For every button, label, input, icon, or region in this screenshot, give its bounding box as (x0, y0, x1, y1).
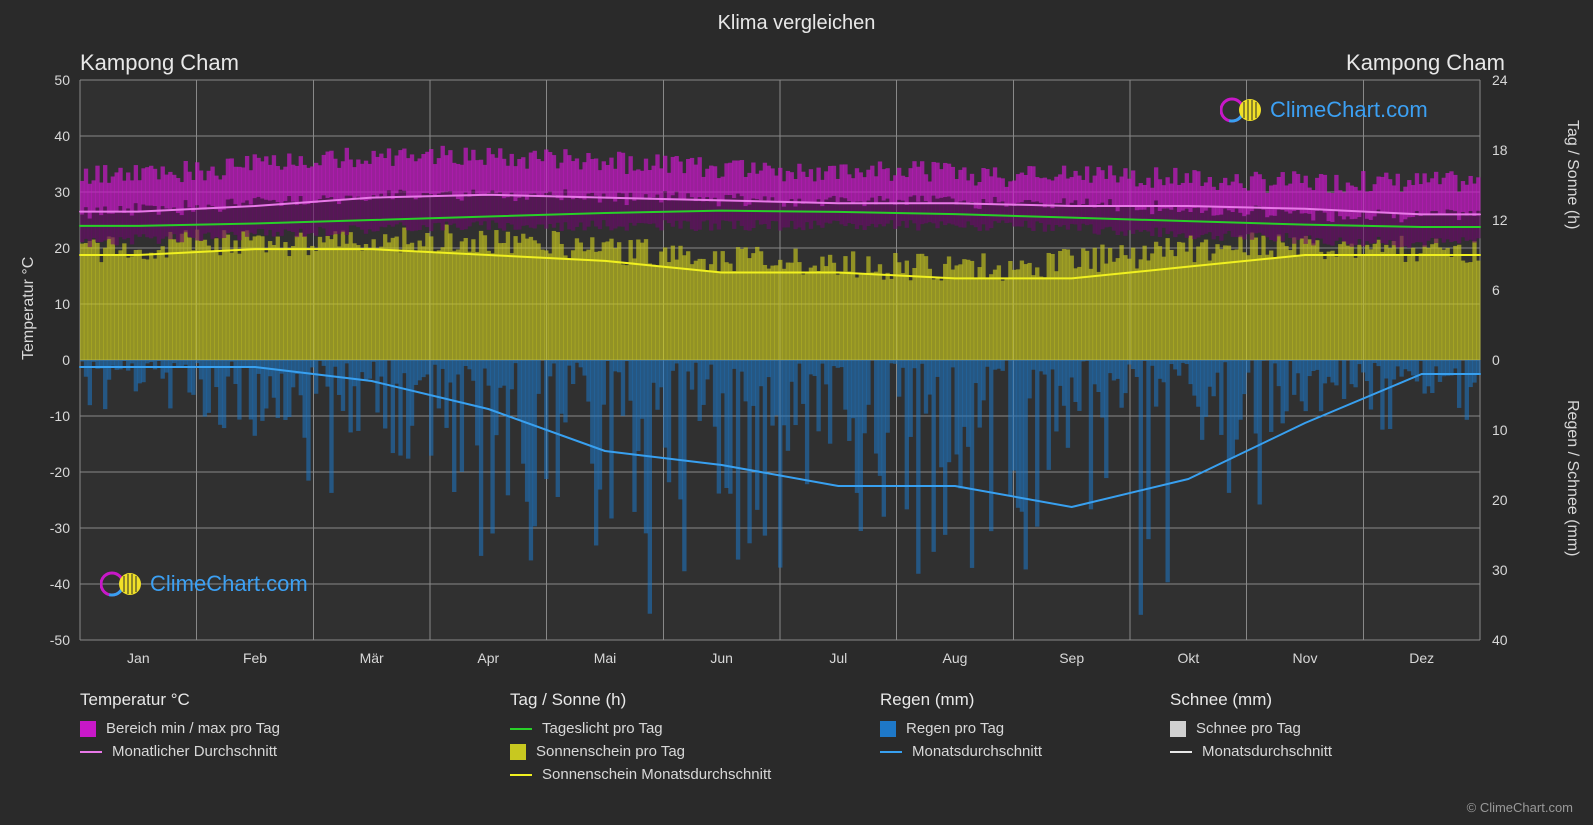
svg-text:-10: -10 (50, 408, 70, 424)
legend-column: Temperatur °C Bereich min / max pro Tag Mo… (80, 690, 280, 766)
svg-text:0: 0 (62, 352, 70, 368)
month-label: Dez (1409, 650, 1434, 666)
legend-swatch (80, 751, 102, 753)
month-label: Mär (360, 650, 384, 666)
month-label: Aug (943, 650, 968, 666)
svg-text:-30: -30 (50, 520, 70, 536)
legend-label: Monatsdurchschnitt (1202, 743, 1332, 760)
legend-swatch (1170, 751, 1192, 753)
month-label: Sep (1059, 650, 1084, 666)
brand-text: ClimeChart.com (1270, 97, 1428, 123)
chart-title: Klima vergleichen (0, 12, 1593, 35)
legend-column: Tag / Sonne (h) Tageslicht pro Tag Sonnens… (510, 690, 771, 789)
legend-label: Monatlicher Durchschnitt (112, 743, 277, 760)
svg-text:24: 24 (1492, 72, 1508, 88)
svg-text:-40: -40 (50, 576, 70, 592)
legend-label: Schnee pro Tag (1196, 720, 1301, 737)
svg-text:50: 50 (54, 72, 70, 88)
x-axis-months: Jan Feb Mär Apr Mai Jun Jul Aug Sep Okt Nov Dez (80, 650, 1480, 674)
legend-item: Sonnenschein pro Tag (510, 743, 771, 760)
svg-text:0: 0 (1492, 352, 1500, 368)
legend-swatch (880, 751, 902, 753)
legend-swatch (510, 744, 526, 760)
month-label: Mai (594, 650, 617, 666)
legend-swatch (510, 728, 532, 730)
svg-text:30: 30 (1492, 562, 1508, 578)
plot-area: 50403020100-10-20-30-40-5024181260102030… (80, 80, 1480, 640)
svg-text:10: 10 (1492, 422, 1508, 438)
legend-item: Monatlicher Durchschnitt (80, 743, 280, 760)
month-label: Jul (829, 650, 847, 666)
chart-container: { "title": "Klima vergleichen", "locatio… (0, 0, 1593, 825)
legend-item: Monatsdurchschnitt (880, 743, 1042, 760)
y-axis-right-top-label: Tag / Sonne (h) (1563, 120, 1581, 229)
legend-col-title: Tag / Sonne (h) (510, 690, 771, 710)
brand-text: ClimeChart.com (150, 571, 308, 597)
svg-text:10: 10 (54, 296, 70, 312)
svg-text:18: 18 (1492, 142, 1508, 158)
y-axis-left-label: Temperatur °C (20, 257, 38, 360)
svg-text:30: 30 (54, 184, 70, 200)
month-label: Jun (710, 650, 733, 666)
legend-item: Tageslicht pro Tag (510, 720, 771, 737)
svg-text:-20: -20 (50, 464, 70, 480)
svg-text:20: 20 (54, 240, 70, 256)
legend-item: Schnee pro Tag (1170, 720, 1332, 737)
legend-col-title: Temperatur °C (80, 690, 280, 710)
legend-item: Monatsdurchschnitt (1170, 743, 1332, 760)
legend-label: Bereich min / max pro Tag (106, 720, 280, 737)
brand-watermark: ClimeChart.com (1220, 96, 1428, 124)
legend-label: Tageslicht pro Tag (542, 720, 663, 737)
svg-text:6: 6 (1492, 282, 1500, 298)
month-label: Okt (1177, 650, 1199, 666)
location-label-right: Kampong Cham (1346, 50, 1505, 76)
legend-swatch (510, 774, 532, 776)
svg-text:-50: -50 (50, 632, 70, 648)
svg-text:40: 40 (54, 128, 70, 144)
brand-watermark: ClimeChart.com (100, 570, 308, 598)
legend-item: Sonnenschein Monatsdurchschnitt (510, 766, 771, 783)
legend-swatch (880, 721, 896, 737)
legend-item: Regen pro Tag (880, 720, 1042, 737)
location-label-left: Kampong Cham (80, 50, 239, 76)
svg-text:40: 40 (1492, 632, 1508, 648)
legend-column: Regen (mm) Regen pro Tag Monatsdurchschnit… (880, 690, 1042, 766)
y-axis-right-bottom-label: Regen / Schnee (mm) (1563, 400, 1581, 557)
legend-swatch (80, 721, 96, 737)
legend-label: Sonnenschein pro Tag (536, 743, 685, 760)
svg-text:12: 12 (1492, 212, 1508, 228)
month-label: Nov (1293, 650, 1318, 666)
month-label: Feb (243, 650, 267, 666)
plot-svg: 50403020100-10-20-30-40-5024181260102030… (80, 80, 1480, 640)
legend-swatch (1170, 721, 1186, 737)
month-label: Jan (127, 650, 150, 666)
legend-item: Bereich min / max pro Tag (80, 720, 280, 737)
svg-text:20: 20 (1492, 492, 1508, 508)
month-label: Apr (477, 650, 499, 666)
legend-label: Sonnenschein Monatsdurchschnitt (542, 766, 771, 783)
legend-col-title: Regen (mm) (880, 690, 1042, 710)
credit-text: © ClimeChart.com (1467, 800, 1573, 815)
legend-label: Regen pro Tag (906, 720, 1004, 737)
legend-label: Monatsdurchschnitt (912, 743, 1042, 760)
legend-column: Schnee (mm) Schnee pro Tag Monatsdurchschn… (1170, 690, 1332, 766)
legend-col-title: Schnee (mm) (1170, 690, 1332, 710)
